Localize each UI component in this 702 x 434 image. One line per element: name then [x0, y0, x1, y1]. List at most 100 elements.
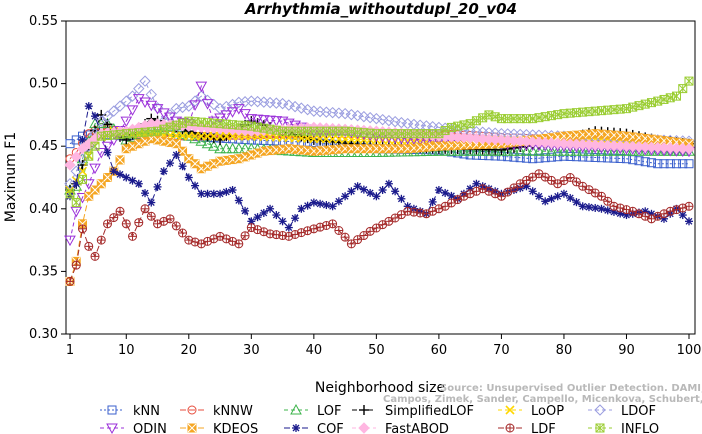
- legend-label: LDOF: [621, 404, 656, 419]
- data-point: [441, 188, 450, 197]
- data-point: [684, 159, 694, 169]
- data-point: [366, 188, 375, 197]
- data-point: [458, 145, 470, 156]
- data-point: [120, 116, 133, 128]
- data-point: [322, 201, 330, 209]
- data-point: [329, 202, 337, 210]
- data-point: [239, 109, 251, 120]
- data-point: [441, 189, 449, 197]
- data-point: [445, 145, 458, 156]
- legend-marker: [358, 422, 370, 434]
- legend: kNN kNNW LOF SimplifiedLOF LoOP LDOF ODIN KDEOS…: [100, 403, 659, 434]
- data-point: [172, 150, 181, 159]
- data-point: [371, 223, 381, 233]
- data-point: [84, 102, 93, 111]
- data-point: [226, 107, 239, 118]
- data-point: [391, 187, 400, 196]
- data-point: [678, 159, 688, 169]
- data-point: [297, 205, 305, 213]
- data-point: [133, 82, 145, 95]
- data-point: [384, 216, 394, 226]
- data-point: [683, 142, 695, 155]
- data-point: [509, 183, 519, 193]
- data-point: [253, 213, 262, 222]
- data-point: [665, 159, 675, 169]
- data-point: [91, 112, 100, 121]
- data-point: [508, 145, 520, 156]
- data-point: [160, 167, 168, 175]
- data-point: [589, 145, 602, 156]
- data-point: [665, 159, 675, 169]
- data-point: [176, 101, 189, 114]
- data-point: [547, 195, 555, 203]
- data-point: [665, 206, 675, 216]
- legend-marker: [290, 403, 302, 415]
- data-point: [101, 141, 114, 153]
- y-axis: 0.30 0.35 0.40 0.45 0.50 0.55: [29, 14, 66, 342]
- legend-marker: [187, 423, 197, 433]
- data-point: [251, 114, 264, 126]
- data-point: [64, 178, 76, 190]
- data-point: [220, 110, 233, 121]
- data-point: [134, 218, 144, 228]
- data-point: [303, 226, 313, 236]
- data-point: [114, 100, 126, 112]
- data-point: [685, 217, 693, 225]
- data-point: [359, 185, 368, 194]
- data-point: [95, 115, 107, 127]
- x-tick-label: 70: [493, 343, 510, 358]
- y-axis-label: Maximum F1: [3, 132, 19, 222]
- data-point: [334, 197, 343, 206]
- data-point: [584, 203, 593, 212]
- data-point: [233, 96, 245, 109]
- legend-label: LoOP: [531, 404, 564, 419]
- data-point: [84, 241, 94, 251]
- data-point: [239, 109, 251, 120]
- data-point: [103, 148, 112, 157]
- data-point: [303, 201, 312, 210]
- x-tick-label: 40: [306, 343, 323, 358]
- data-point: [614, 145, 627, 156]
- data-point: [514, 145, 527, 156]
- data-point: [565, 173, 575, 182]
- data-point: [576, 145, 589, 156]
- legend-label: KDEOS: [213, 422, 258, 434]
- data-point: [195, 135, 208, 146]
- data-point: [472, 179, 481, 188]
- data-point: [396, 210, 406, 220]
- data-point: [185, 174, 193, 181]
- data-point: [476, 145, 489, 156]
- legend-label: COF: [317, 422, 344, 434]
- data-point: [133, 82, 145, 95]
- x-tick-label: 10: [118, 343, 135, 358]
- data-point: [589, 145, 602, 156]
- data-point: [245, 114, 258, 125]
- data-point: [384, 179, 393, 188]
- data-point: [145, 100, 158, 112]
- data-point: [428, 206, 438, 216]
- data-point: [85, 102, 93, 110]
- data-point: [678, 211, 687, 220]
- legend-item-simplifiedlof: SimplifiedLOF: [352, 404, 474, 419]
- x-tick-label: 60: [431, 343, 448, 358]
- data-point: [201, 99, 214, 110]
- watermark-line-1: Source: Unsupervised Outlier Detection. …: [440, 383, 702, 394]
- data-point: [216, 189, 225, 198]
- data-point: [276, 97, 289, 110]
- data-point: [584, 185, 594, 195]
- data-point: [428, 197, 437, 206]
- data-point: [116, 170, 124, 178]
- data-point: [659, 159, 669, 169]
- legend-label: INFLO: [621, 422, 659, 434]
- x-axis-label: Neighborhood size: [315, 380, 445, 396]
- data-point: [601, 145, 614, 156]
- data-point: [284, 223, 293, 232]
- data-point: [176, 101, 189, 114]
- data-point: [628, 155, 638, 165]
- data-point: [240, 231, 250, 241]
- data-point: [547, 194, 556, 203]
- data-point: [515, 179, 525, 189]
- legend-marker: [107, 405, 117, 415]
- data-point: [259, 208, 268, 217]
- data-point: [71, 198, 81, 208]
